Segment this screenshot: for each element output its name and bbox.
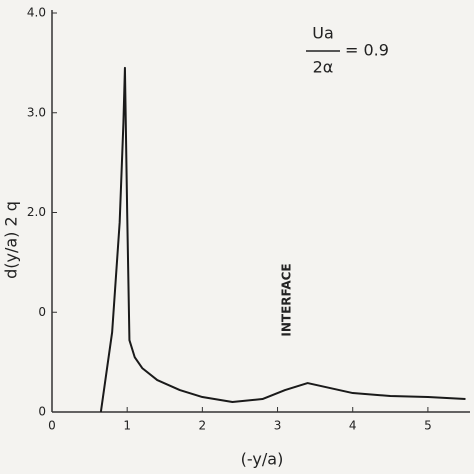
y-tick-label: 4.0 (27, 6, 46, 20)
y-tick-label: 0 (38, 305, 46, 319)
annotation: 2α (313, 58, 334, 77)
line (99, 66, 466, 413)
y-tick-label: 2.0 (27, 205, 46, 219)
x-tick-label: 3 (274, 419, 282, 433)
x-tick-label: 2 (199, 419, 207, 433)
x-tick-label: 4 (349, 419, 357, 433)
x-tick-label: 5 (424, 419, 432, 433)
y-tick-label: 3.0 (27, 105, 46, 119)
annotation: INTERFACE (280, 263, 294, 336)
x-tick-label: 1 (123, 419, 131, 433)
annotation: Ua (312, 24, 334, 43)
x-tick-label: 0 (48, 419, 56, 433)
annotation: = 0.9 (345, 41, 389, 60)
x-axis-label: (-y/a) (241, 450, 284, 469)
y-tick-label: 0 (38, 405, 46, 419)
y-axis-label: d(y/a) 2 q (2, 201, 21, 279)
